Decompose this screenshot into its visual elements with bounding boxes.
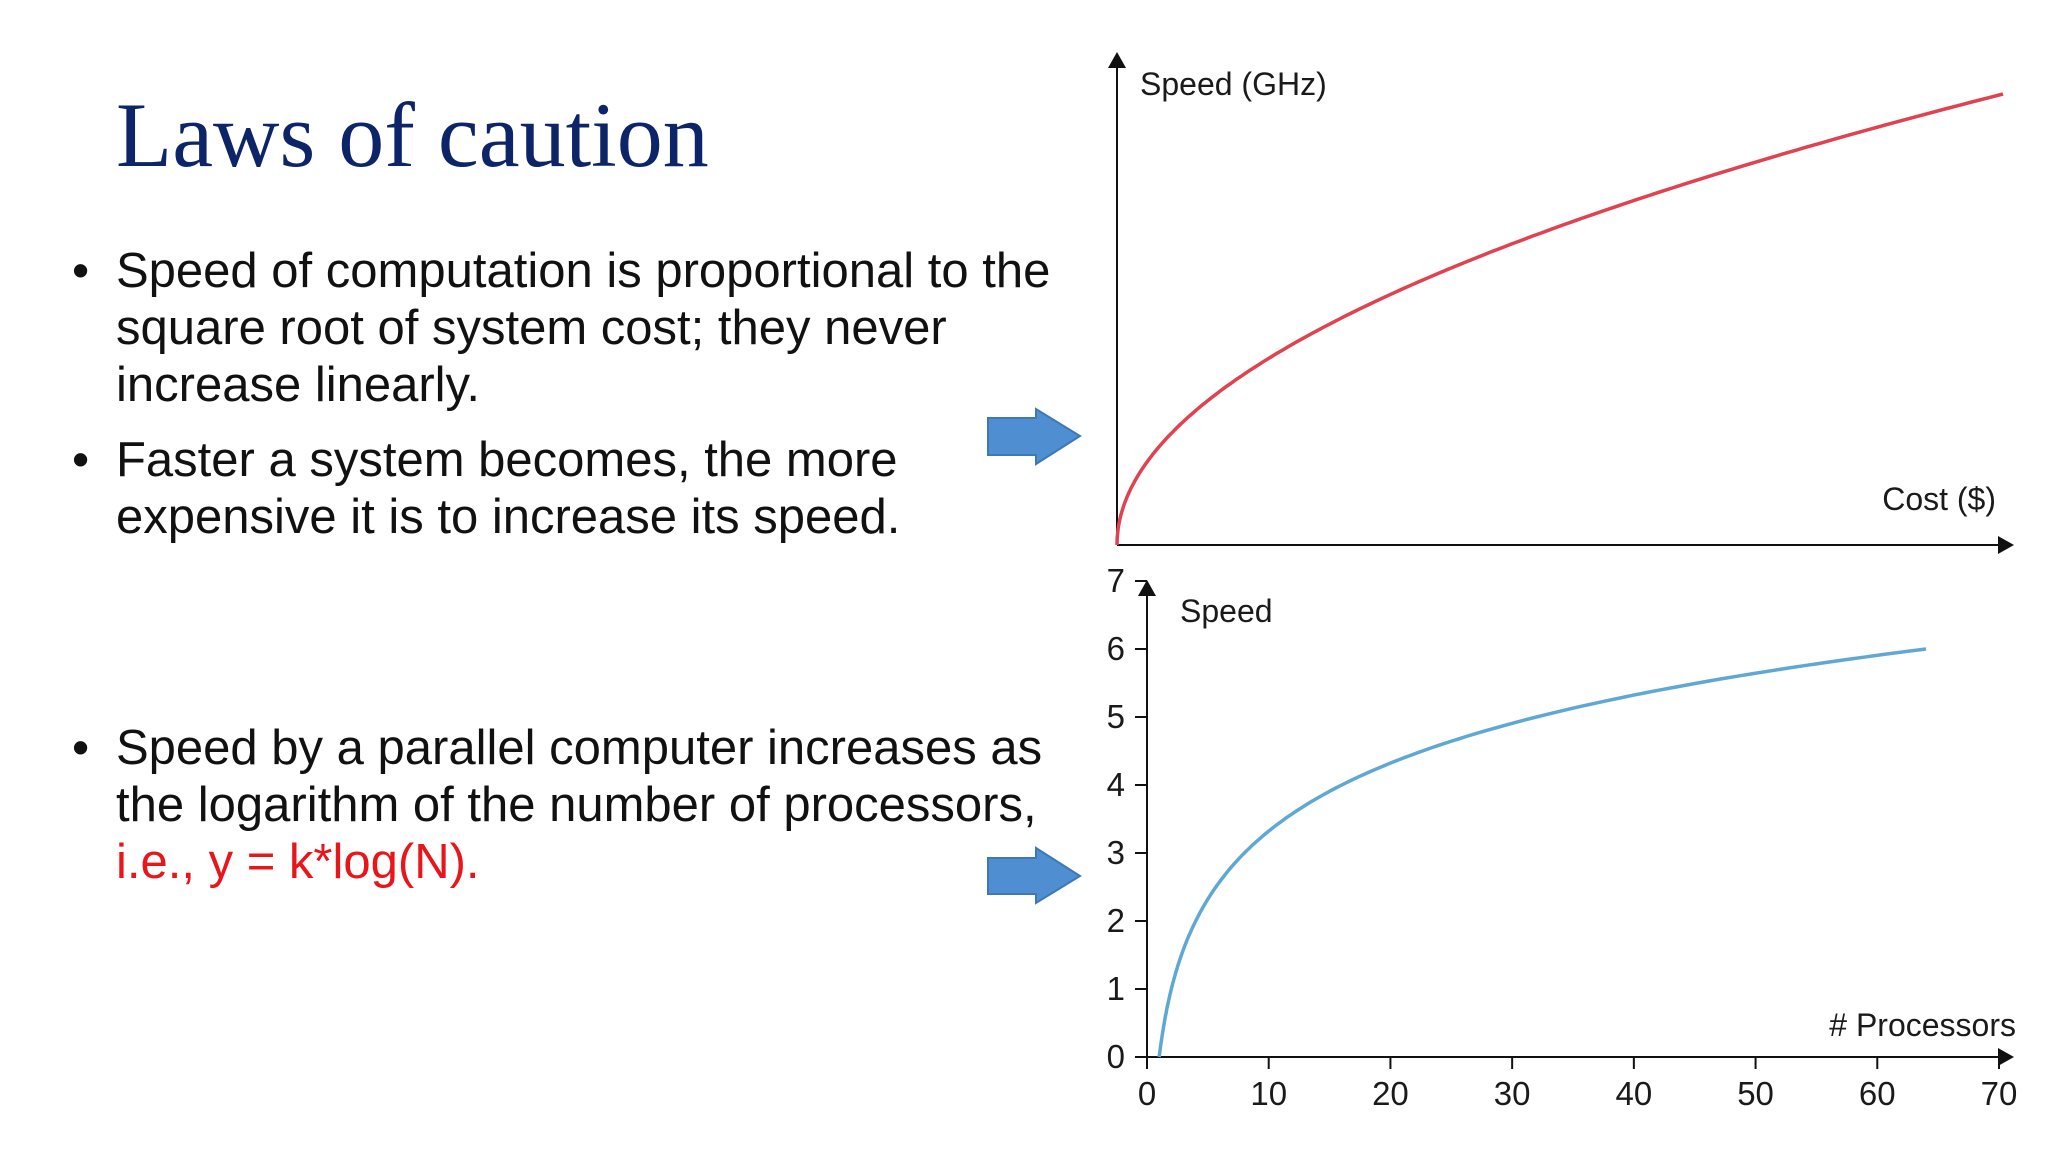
chart1-y-axis-arrow-icon — [1108, 52, 1126, 68]
chart2-y-tick-label: 4 — [1107, 766, 1125, 803]
bullet-text: Speed by a parallel computer increases a… — [116, 720, 1076, 891]
bullet-text-main: Speed by a parallel computer increases a… — [116, 721, 1043, 832]
chart2-axes: Speed # Processors — [1138, 580, 2016, 1066]
chart2-x-tick-label: 50 — [1737, 1075, 1774, 1112]
chart2-x-axis-arrow-icon — [1998, 1048, 2014, 1066]
chart2-x-tick-label: 40 — [1615, 1075, 1652, 1112]
chart2-y-axis-arrow-icon — [1138, 580, 1156, 596]
chart2-y-tick-label: 0 — [1107, 1038, 1125, 1075]
chart2-ticks: 0 10 20 30 40 50 60 70 0 1 2 3 4 5 6 7 — [1107, 562, 2018, 1112]
chart2-x-tick-label: 30 — [1494, 1075, 1531, 1112]
chart1-series-line — [1115, 92, 2004, 546]
chart2-x-tick-label: 0 — [1138, 1075, 1156, 1112]
chart2-x-tick-label: 10 — [1250, 1075, 1287, 1112]
chart2-y-tick-label: 6 — [1107, 630, 1125, 667]
chart2-y-tick-label: 1 — [1107, 970, 1125, 1007]
chart2-x-axis-label: # Processors — [1829, 1007, 2016, 1043]
chart2-y-tick-label: 2 — [1107, 902, 1125, 939]
bullet-dot-icon: • — [72, 433, 90, 487]
bullet-text: Speed of computation is proportional to … — [116, 244, 1051, 412]
chart2-x-tick-label: 60 — [1859, 1075, 1896, 1112]
bullet-dot-icon: • — [72, 244, 90, 298]
chart2-y-tick-label: 7 — [1107, 562, 1125, 599]
chart1-axes: Speed (GHz) Cost ($) — [1108, 52, 2014, 554]
chart2-x-tick-label: 70 — [1981, 1075, 2018, 1112]
slide-title: Laws of caution — [116, 84, 709, 186]
chart2-x-tick-label: 20 — [1372, 1075, 1409, 1112]
chart2-y-tick-label: 5 — [1107, 698, 1125, 735]
bullet-text: Faster a system becomes, the more expens… — [116, 433, 901, 544]
chart2-y-tick-label: 3 — [1107, 834, 1125, 871]
chart2-series-line — [1157, 647, 1927, 1058]
chart2-y-axis-label: Speed — [1180, 593, 1273, 629]
bullet-dot-icon: • — [72, 721, 90, 775]
right-arrow-icon — [987, 407, 1082, 466]
chart1-x-axis-arrow-icon — [1998, 536, 2014, 554]
right-arrow-icon — [987, 846, 1082, 905]
chart1-x-axis-label: Cost ($) — [1882, 481, 1996, 517]
formula-highlight: i.e., y = k*log(N). — [116, 835, 480, 889]
chart1-y-axis-label: Speed (GHz) — [1140, 66, 1327, 102]
